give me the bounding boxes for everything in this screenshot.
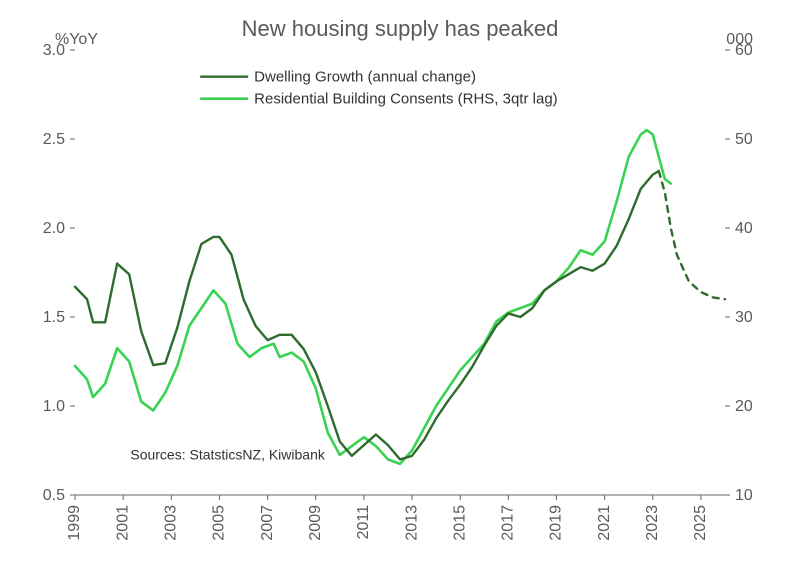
legend-label: Dwelling Growth (annual change) xyxy=(254,69,476,86)
ytick-right: 10 xyxy=(735,487,753,504)
xtick: 2007 xyxy=(259,505,276,541)
ytick-right: 20 xyxy=(735,398,753,415)
ytick-left: 2.5 xyxy=(43,131,65,148)
chart-title: New housing supply has peaked xyxy=(242,16,559,41)
ytick-left: 3.0 xyxy=(43,42,65,59)
xtick: 2021 xyxy=(596,505,613,541)
legend: Dwelling Growth (annual change) Residenti… xyxy=(200,69,557,108)
ytick-left: 0.5 xyxy=(43,487,65,504)
ytick-left: 1.0 xyxy=(43,398,65,415)
right-axis-ticks: 10 20 30 40 50 60 xyxy=(725,42,753,504)
left-axis-ticks: 0.5 1.0 1.5 2.0 2.5 3.0 xyxy=(43,42,75,504)
xtick: 1999 xyxy=(66,505,83,541)
ytick-left: 1.5 xyxy=(43,309,65,326)
xtick: 2025 xyxy=(692,505,709,541)
housing-supply-chart: New housing supply has peaked %YoY 000 0… xyxy=(0,0,800,573)
chart-svg: New housing supply has peaked %YoY 000 0… xyxy=(0,0,800,573)
series-dwelling-growth xyxy=(75,171,659,459)
xtick: 2013 xyxy=(403,505,420,541)
ytick-right: 60 xyxy=(735,42,753,59)
xtick: 2001 xyxy=(114,505,131,541)
xtick: 2015 xyxy=(451,505,468,541)
source-text: Sources: StatsticsNZ, Kiwibank xyxy=(130,446,326,462)
ytick-left: 2.0 xyxy=(43,220,65,237)
xtick: 2005 xyxy=(211,505,228,541)
ytick-right: 50 xyxy=(735,131,753,148)
series-dwelling-growth-forecast xyxy=(659,171,725,299)
xtick: 2019 xyxy=(548,505,565,541)
x-axis-ticks: 1999 2001 2003 2005 2007 2009 2011 2013 2015 2017… xyxy=(66,495,709,541)
ytick-right: 30 xyxy=(735,309,753,326)
legend-label: Residential Building Consents (RHS, 3qtr… xyxy=(254,91,557,108)
series-consents xyxy=(75,130,671,464)
xtick: 2023 xyxy=(644,505,661,541)
xtick: 2011 xyxy=(355,505,372,540)
xtick: 2009 xyxy=(307,505,324,541)
xtick: 2017 xyxy=(500,505,517,541)
xtick: 2003 xyxy=(163,505,180,541)
ytick-right: 40 xyxy=(735,220,753,237)
